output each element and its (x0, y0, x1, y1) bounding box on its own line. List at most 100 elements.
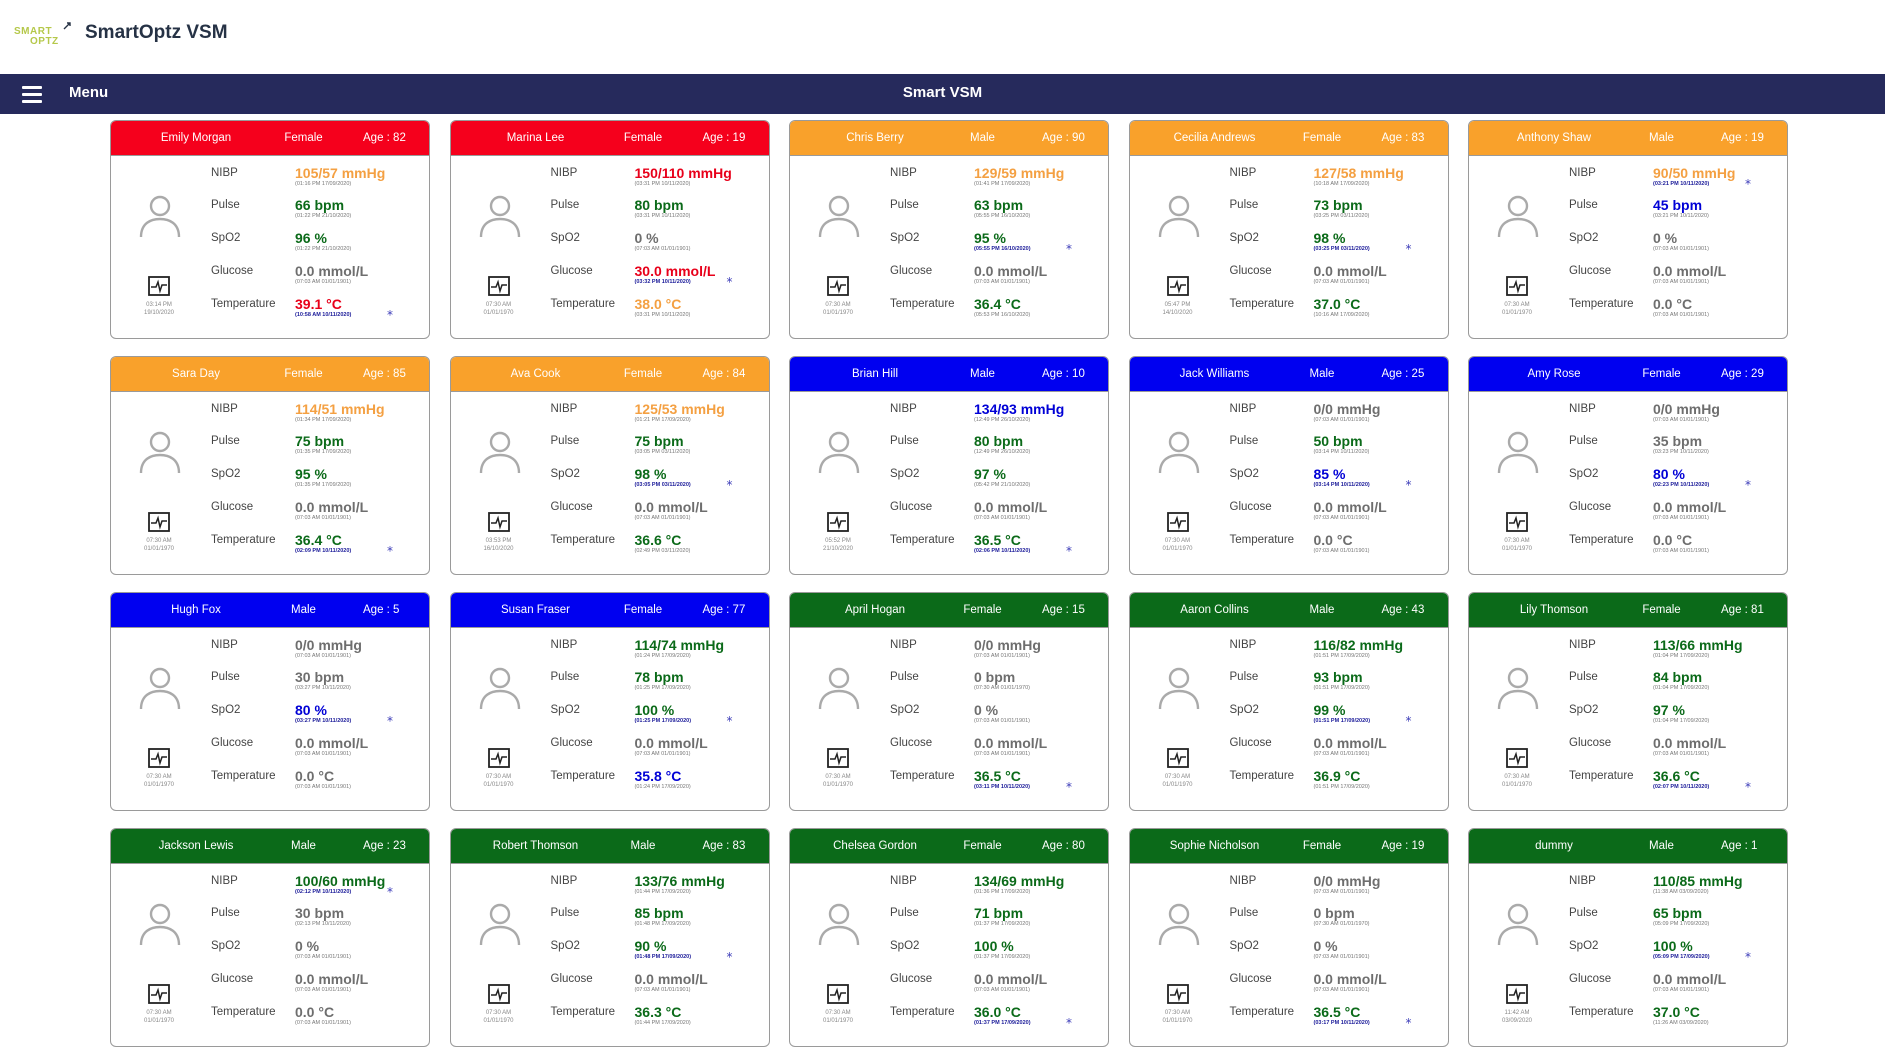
pulse-value: 35 bpm (1653, 433, 1703, 449)
glucose-label: Glucose (550, 501, 593, 513)
patient-card[interactable]: Amy Rose Female Age : 29 07:30 AM 01/01/1970… (1468, 356, 1788, 575)
pulse-label: Pulse (550, 435, 580, 447)
vitals-monitor-icon[interactable] (827, 748, 849, 768)
avatar-icon (818, 903, 860, 946)
patient-name: Cecilia Andrews (1173, 132, 1256, 144)
temperature-value: 36.3 °C (634, 1004, 682, 1020)
vitals-monitor-icon[interactable] (1166, 512, 1189, 532)
hamburger-menu-icon[interactable] (22, 86, 42, 103)
vitals-monitor-icon[interactable] (827, 512, 849, 532)
monitor-timestamp: 07:30 AM 01/01/1970 (483, 1010, 514, 1024)
temperature-timestamp: (02:06 PM 10/11/2020) (974, 548, 1031, 554)
patient-card[interactable]: Sophie Nicholson Female Age : 19 07:30 AM 01… (1128, 828, 1449, 1047)
temperature-timestamp: (01:24 PM 17/09/2020) (634, 784, 691, 790)
patient-card[interactable]: Marina Lee Female Age : 19 07:30 AM 01/01/19… (449, 120, 770, 339)
glucose-timestamp: (07:03 AM 01/01/1901) (1313, 751, 1370, 757)
patient-card[interactable]: Anthony Shaw Male Age : 19 07:30 AM 01/01/19… (1468, 120, 1788, 339)
glucose-label: Glucose (890, 737, 933, 749)
vitals-monitor-icon[interactable] (148, 984, 170, 1004)
patient-card[interactable]: Hugh Fox Male Age : 5 07:30 AM 01/01/1970 NIB… (110, 592, 430, 811)
spo2-label: SpO2 (1229, 232, 1259, 244)
patient-card[interactable]: Cecilia Andrews Female Age : 83 05:47 PM 14/… (1128, 120, 1449, 339)
patient-card[interactable]: Ava Cook Female Age : 84 03:53 PM 16/10/2020… (449, 356, 770, 575)
temperature-label: Temperature (211, 1006, 276, 1018)
vitals-monitor-icon[interactable] (1166, 276, 1189, 296)
patient-card[interactable]: Lily Thomson Female Age : 81 07:30 AM 01/01/… (1468, 592, 1788, 811)
monitor-timestamp: 07:30 AM 01/01/1970 (143, 538, 175, 552)
nibp-label: NIBP (550, 875, 578, 887)
patient-card[interactable]: Aaron Collins Male Age : 43 07:30 AM 01/01/1… (1128, 592, 1449, 811)
patient-gender: Male (1649, 840, 1674, 852)
patient-card[interactable]: Brian Hill Male Age : 10 05:52 PM 21/10/2020… (789, 356, 1109, 575)
monitor-timestamp: 11:42 AM 03/09/2020 (1501, 1010, 1533, 1024)
vitals-monitor-icon[interactable] (487, 984, 510, 1004)
vitals-monitor-icon[interactable] (1506, 984, 1528, 1004)
glucose-label: Glucose (211, 973, 254, 985)
vitals-monitor-icon[interactable] (487, 276, 510, 296)
monitor-timestamp: 07:30 AM 01/01/1970 (483, 774, 514, 788)
app-title: SmartOptz VSM (85, 22, 228, 43)
nibp-timestamp: (01:16 PM 17/09/2020) (295, 181, 352, 187)
nibp-timestamp: (07:03 AM 01/01/1901) (1313, 889, 1370, 895)
spo2-label: SpO2 (211, 704, 241, 716)
patient-card[interactable]: Sara Day Female Age : 85 07:30 AM 01/01/1970… (110, 356, 430, 575)
pulse-value: 75 bpm (295, 433, 345, 449)
pulse-value: 71 bpm (974, 905, 1024, 921)
temperature-timestamp: (03:31 PM 10/11/2020) (634, 312, 691, 318)
spo2-value: 97 % (974, 466, 1006, 482)
patient-card[interactable]: April Hogan Female Age : 15 07:30 AM 01/01/1… (789, 592, 1109, 811)
avatar-icon (818, 667, 860, 710)
patient-gender: Female (623, 604, 663, 616)
pulse-value: 63 bpm (974, 197, 1024, 213)
spo2-label: SpO2 (1229, 940, 1259, 952)
smartoptz-logo: SMART OPTZ (14, 22, 71, 50)
patient-card-header: Jackson Lewis Male Age : 23 (111, 829, 429, 864)
nibp-label: NIBP (211, 639, 238, 651)
patient-card[interactable]: Jack Williams Male Age : 25 07:30 AM 01/01/1… (1128, 356, 1449, 575)
nibp-label: NIBP (1569, 403, 1596, 415)
nibp-timestamp: (03:21 PM 10/11/2020) (1653, 181, 1710, 187)
patient-name: dummy (1535, 840, 1573, 852)
nibp-value: 90/50 mmHg (1653, 165, 1736, 181)
patient-name: Ava Cook (510, 368, 561, 380)
temperature-label: Temperature (211, 770, 276, 782)
vitals-monitor-icon[interactable] (148, 276, 170, 296)
temperature-value: 36.5 °C (974, 532, 1021, 548)
star-icon: * (387, 714, 393, 728)
vitals-monitor-icon[interactable] (487, 512, 510, 532)
patient-card[interactable]: Chris Berry Male Age : 90 07:30 AM 01/01/197… (789, 120, 1109, 339)
vitals-monitor-icon[interactable] (1506, 748, 1528, 768)
vitals-monitor-icon[interactable] (1506, 276, 1528, 296)
vitals-monitor-icon[interactable] (827, 984, 849, 1004)
patient-card[interactable]: dummy Male Age : 1 11:42 AM 03/09/2020 NIBP 11… (1468, 828, 1788, 1047)
glucose-value: 0.0 mmol/L (1313, 971, 1387, 987)
vitals-monitor-icon[interactable] (1506, 512, 1528, 532)
glucose-timestamp: (07:03 AM 01/01/1901) (1313, 515, 1370, 521)
star-icon: * (1066, 1016, 1072, 1030)
spo2-label: SpO2 (1569, 232, 1599, 244)
vitals-monitor-icon[interactable] (1166, 984, 1189, 1004)
patient-card[interactable]: Robert Thomson Male Age : 83 07:30 AM 01/01/… (449, 828, 770, 1047)
avatar-icon (479, 195, 520, 238)
patient-card[interactable]: Susan Fraser Female Age : 77 07:30 AM 01/01/… (449, 592, 770, 811)
glucose-value: 0.0 mmol/L (295, 971, 369, 987)
patient-age: Age : 83 (702, 840, 746, 852)
vitals-monitor-icon[interactable] (827, 276, 849, 296)
nibp-label: NIBP (211, 167, 238, 179)
patient-age: Age : 23 (363, 840, 406, 852)
pulse-label: Pulse (1229, 435, 1259, 447)
patient-card[interactable]: Jackson Lewis Male Age : 23 07:30 AM 01/01/1… (110, 828, 430, 1047)
patient-card[interactable]: Chelsea Gordon Female Age : 80 07:30 AM 01/0… (789, 828, 1109, 1047)
temperature-label: Temperature (211, 534, 276, 546)
vitals-monitor-icon[interactable] (148, 512, 170, 532)
spo2-timestamp: (07:03 AM 01/01/1901) (295, 954, 351, 960)
spo2-value: 100 % (974, 938, 1014, 954)
temperature-value: 36.5 °C (974, 768, 1021, 784)
vitals-monitor-icon[interactable] (148, 748, 170, 768)
vitals-monitor-icon[interactable] (487, 748, 510, 768)
glucose-value: 0.0 mmol/L (1653, 735, 1727, 751)
patient-card[interactable]: Emily Morgan Female Age : 82 03:14 PM 19/10/… (110, 120, 430, 339)
menu-button[interactable]: Menu (69, 84, 109, 101)
avatar-icon (1158, 667, 1199, 710)
vitals-monitor-icon[interactable] (1166, 748, 1189, 768)
